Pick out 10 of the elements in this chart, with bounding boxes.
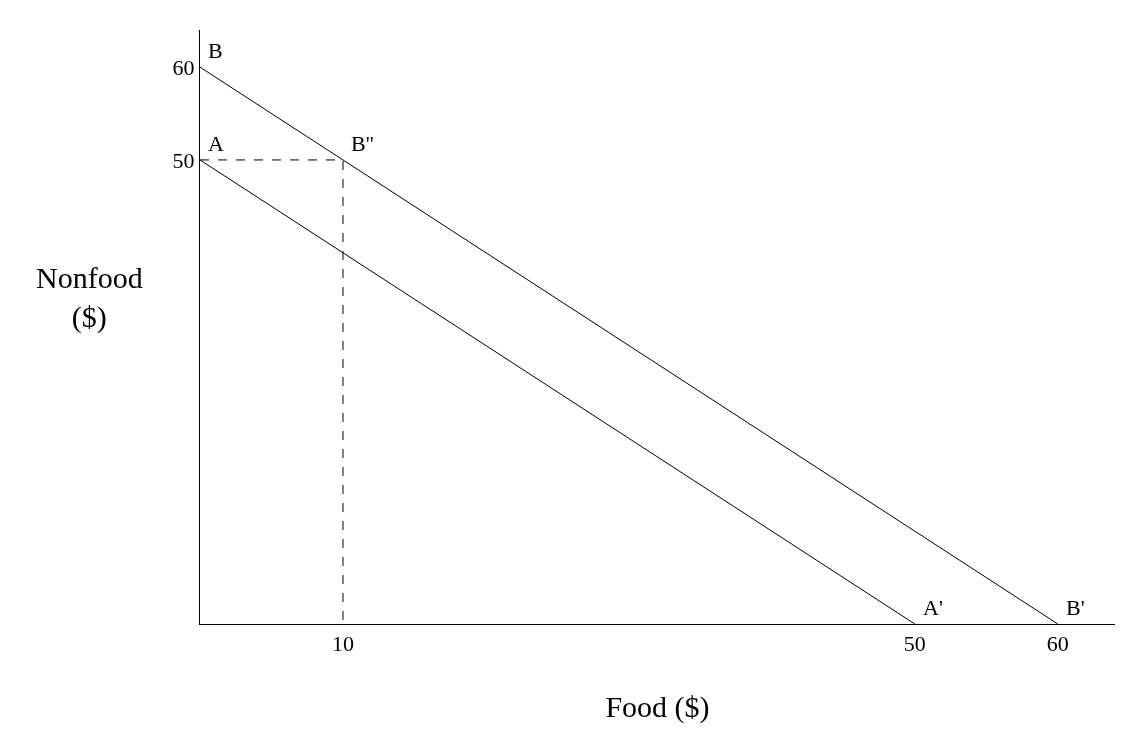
x-tick-label: 50 <box>903 631 926 657</box>
annotation: B' <box>1066 595 1085 620</box>
annotation: A' <box>923 595 943 620</box>
x-tick-label: 10 <box>331 631 354 657</box>
annotation: A <box>208 131 224 156</box>
x-tick-label: 60 <box>1046 631 1069 657</box>
x-axis-title: Food ($) <box>605 689 710 724</box>
annotation: B <box>208 38 223 63</box>
annotation: B'' <box>351 131 374 156</box>
y-axis-title: Nonfood ($) <box>36 261 143 334</box>
